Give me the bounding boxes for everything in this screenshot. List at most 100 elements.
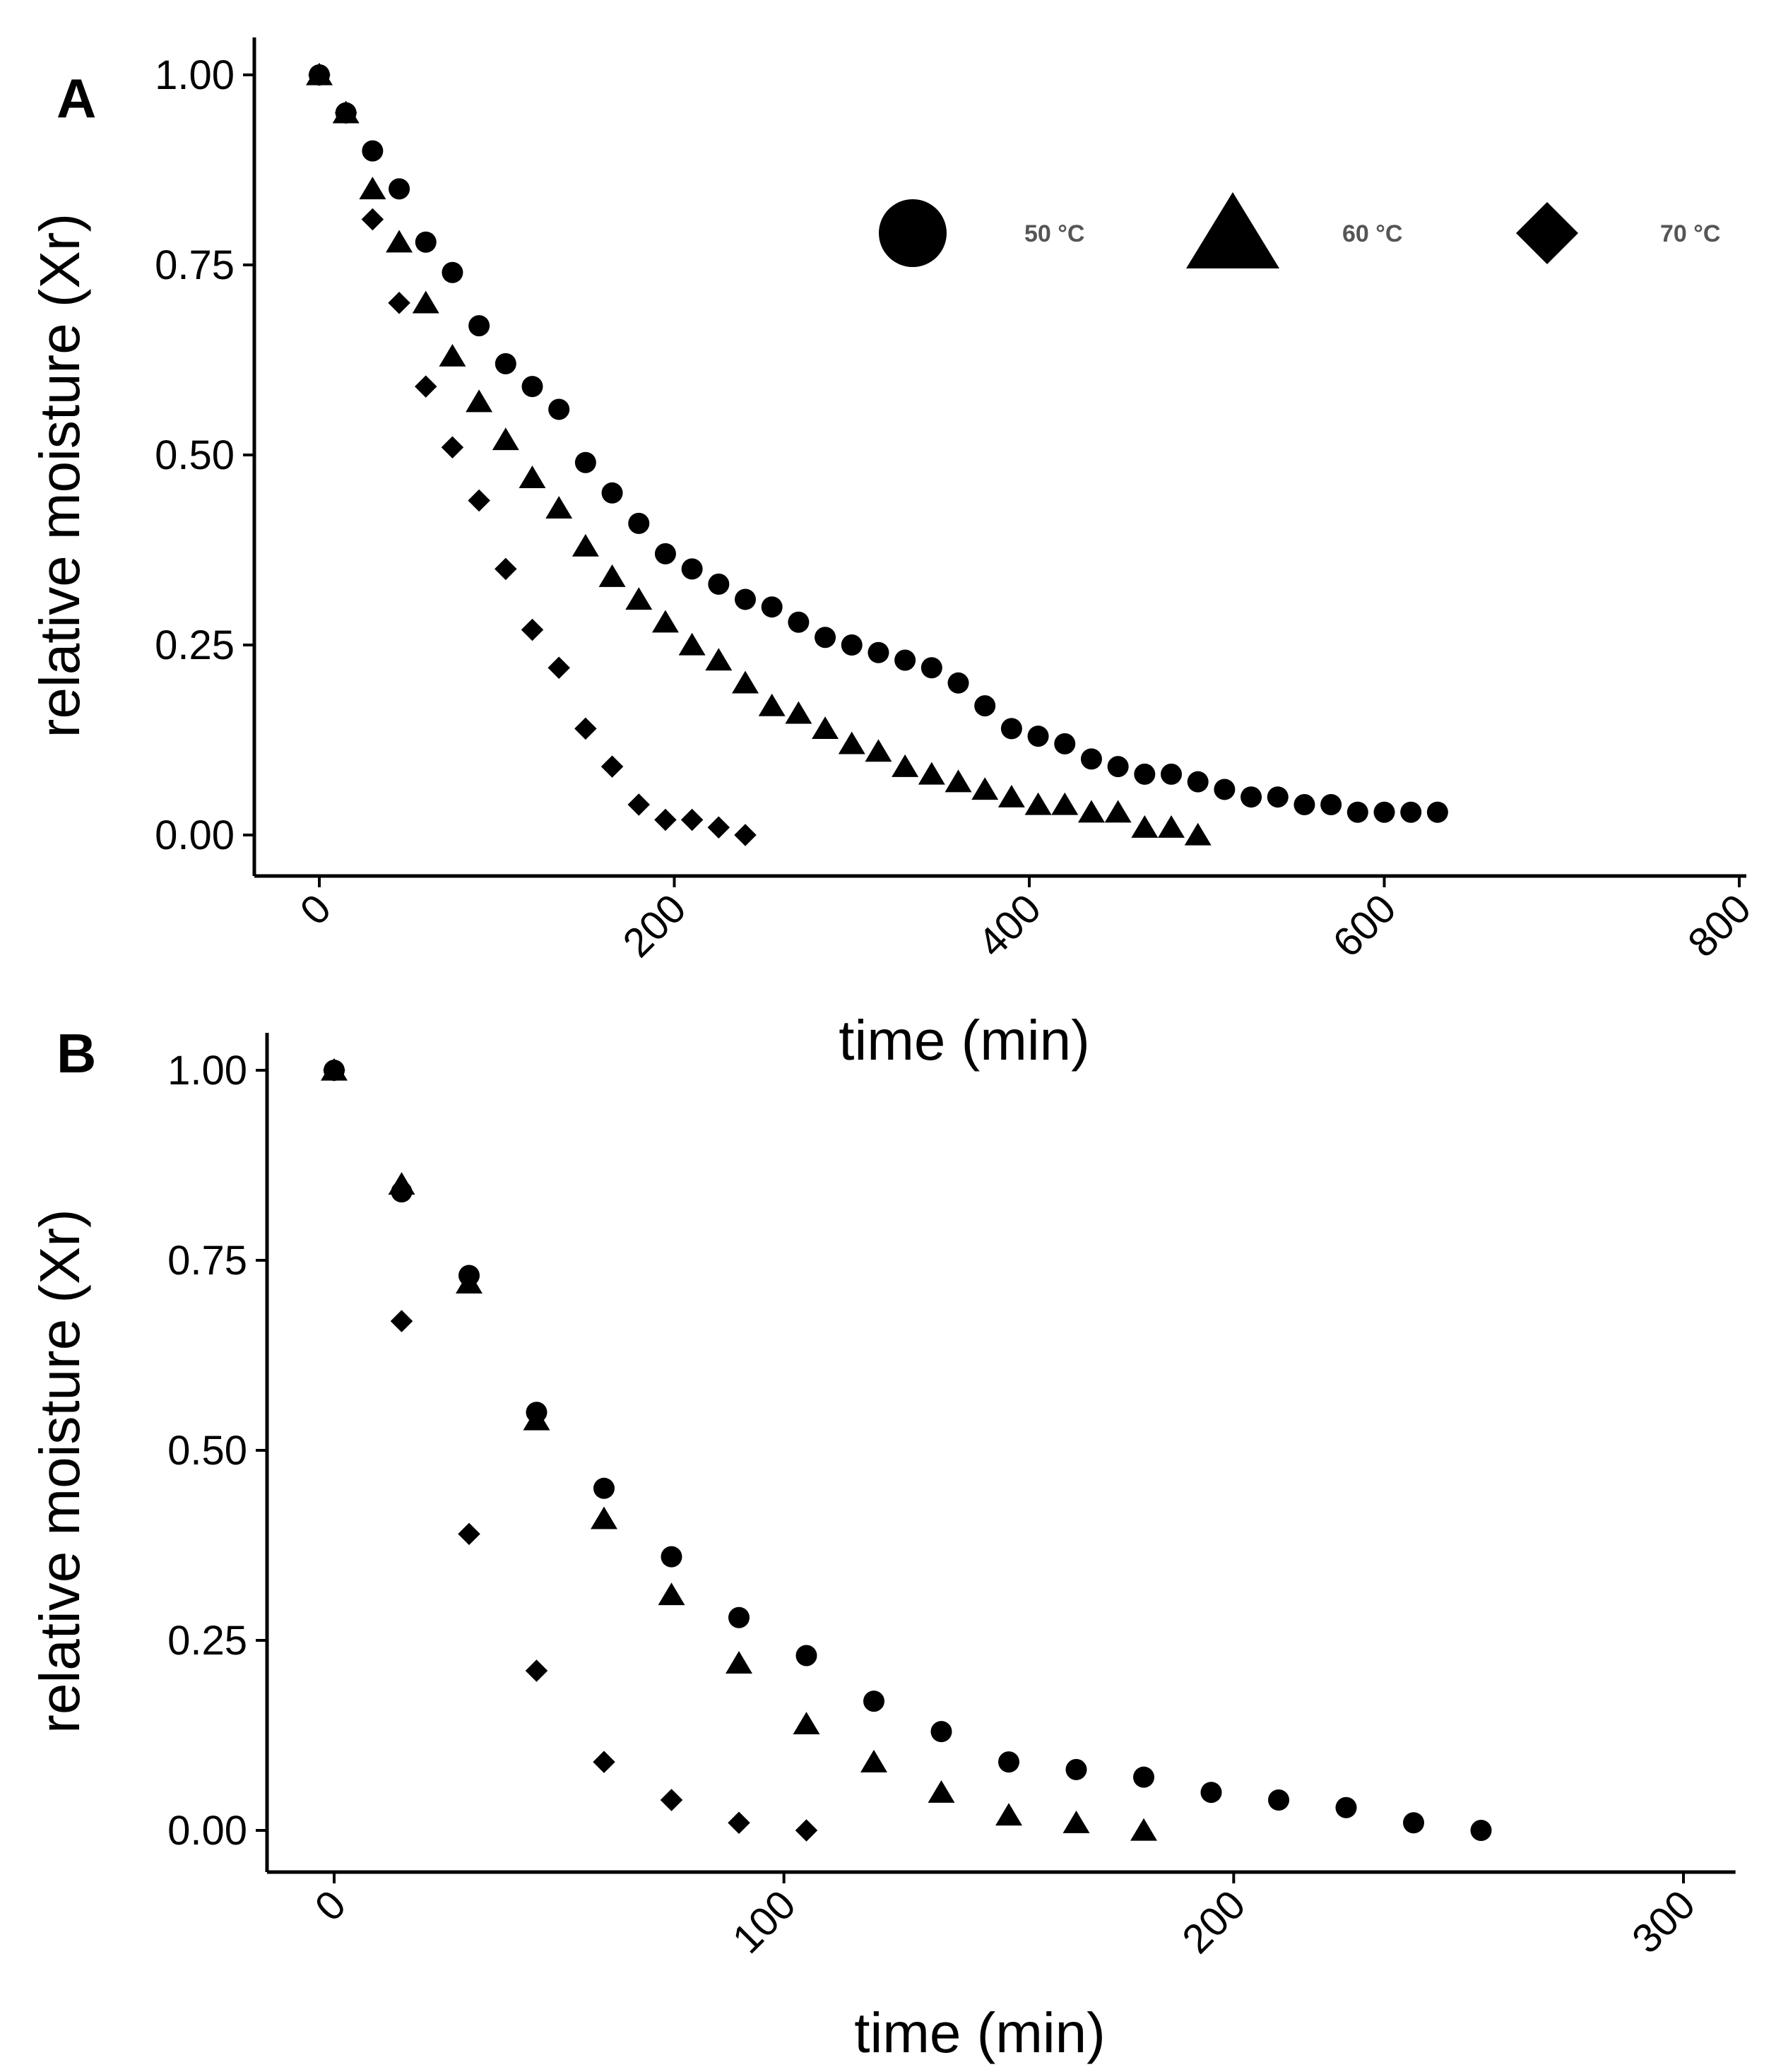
data-point-triangle (1051, 792, 1079, 815)
data-point-triangle (1184, 822, 1212, 846)
data-point-triangle (918, 762, 945, 785)
data-point-circle (442, 261, 463, 283)
data-point-circle (1267, 786, 1289, 808)
data-point-diamond (525, 1659, 548, 1682)
x-tick-label: 0 (291, 885, 340, 934)
data-point-circle (1426, 801, 1448, 823)
data-point-circle (495, 353, 516, 374)
data-point-circle (863, 1691, 884, 1712)
data-point-triangle (785, 701, 812, 724)
data-point-circle (1080, 748, 1102, 770)
data-point-circle (1470, 1820, 1492, 1841)
data-point-triangle (519, 466, 546, 488)
data-point-triangle (439, 343, 466, 367)
data-point-diamond (593, 1751, 615, 1773)
data-point-circle (1161, 763, 1182, 785)
legend-label: 50 °C (1024, 220, 1084, 247)
y-axis-title: relative moisture (Xr) (28, 1209, 91, 1733)
data-point-triangle (928, 1780, 955, 1803)
data-point-diamond (415, 375, 437, 398)
panel-b-chart: B 0.00 0.25 0.50 0.75 1.00 0 100 200 300 time (min… (28, 1022, 1736, 2064)
data-point-triangle (1104, 800, 1132, 823)
data-point-diamond (574, 717, 597, 740)
data-point-triangle (945, 769, 972, 793)
data-point-circle (1000, 718, 1022, 740)
data-point-diamond (468, 489, 490, 512)
data-point-circle (654, 543, 676, 564)
data-point-circle (868, 641, 889, 663)
data-point-diamond (521, 618, 544, 641)
data-point-triangle (997, 784, 1025, 807)
legend-label: 70 °C (1660, 220, 1720, 247)
y-tick-label: 0.00 (167, 1808, 247, 1854)
data-point-diamond (388, 292, 410, 314)
data-point-circle (1268, 1789, 1289, 1811)
x-tick-label: 600 (1324, 885, 1404, 966)
y-tick-label: 0.00 (155, 812, 235, 858)
data-point-diamond (627, 793, 650, 816)
data-point-diamond (458, 1522, 480, 1546)
data-point-triangle (545, 496, 573, 519)
data-point-circle (795, 1645, 817, 1667)
x-tick-label: 0 (306, 1881, 355, 1930)
data-point-circle (1027, 726, 1049, 747)
data-point-circle (521, 376, 543, 398)
data-point-circle (1241, 786, 1262, 808)
data-point-circle (947, 672, 969, 694)
y-tick-label: 0.50 (155, 432, 235, 478)
series-triangle (321, 1058, 1157, 1841)
data-point-triangle (1131, 815, 1159, 838)
data-point-triangle (838, 731, 865, 754)
data-point-triangle (625, 587, 653, 610)
data-point-circle (362, 140, 384, 162)
data-point-circle (593, 1477, 615, 1499)
y-tick-label: 0.50 (167, 1428, 247, 1474)
data-point-triangle (860, 1749, 887, 1772)
data-point-circle (930, 1721, 952, 1743)
panel-a-chart: A 0.00 0.25 0.50 0.75 1.00 0 200 400 600 800 time (… (28, 37, 1760, 1072)
data-point-circle (998, 1751, 1019, 1773)
legend-diamond-icon (1516, 202, 1578, 264)
data-point-circle (708, 573, 730, 595)
x-tick-label: 200 (614, 885, 694, 966)
y-tick-label: 0.25 (155, 622, 235, 668)
y-tick-label: 0.25 (167, 1618, 247, 1664)
data-point-triangle (388, 1172, 415, 1195)
legend-triangle-icon (1186, 192, 1279, 268)
data-point-triangle (1130, 1818, 1157, 1841)
data-point-triangle (572, 533, 599, 557)
data-point-triangle (466, 389, 493, 413)
panel-letter: B (57, 1022, 96, 1084)
data-point-triangle (732, 670, 759, 694)
data-point-circle (661, 1546, 682, 1568)
data-point-triangle (793, 1712, 820, 1735)
data-point-circle (1133, 1766, 1154, 1788)
data-point-circle (415, 231, 437, 253)
data-point-circle (1065, 1758, 1087, 1780)
data-point-triangle (658, 1582, 685, 1606)
series-circle (324, 1060, 1492, 1841)
data-point-circle (894, 649, 916, 671)
data-point-triangle (1158, 815, 1185, 838)
data-point-diamond (495, 557, 517, 581)
data-point-triangle (456, 1271, 483, 1293)
data-point-diamond (734, 824, 757, 846)
data-point-triangle (892, 754, 919, 777)
data-point-circle (1293, 793, 1315, 815)
data-point-circle (389, 178, 410, 200)
legend: 50 °C 60 °C 70 °C (879, 192, 1720, 268)
data-point-triangle (865, 739, 892, 762)
data-point-circle (1187, 771, 1209, 793)
data-point-triangle (412, 290, 439, 314)
data-point-circle (1054, 733, 1076, 754)
legend-label: 60 °C (1342, 220, 1402, 247)
x-tick-label: 300 (1623, 1881, 1704, 1962)
data-point-triangle (359, 177, 386, 200)
x-tick-label: 200 (1173, 1881, 1254, 1962)
y-tick-label: 0.75 (167, 1238, 247, 1284)
x-axis-title: time (min) (839, 1009, 1090, 1072)
data-point-triangle (812, 716, 839, 740)
data-point-triangle (492, 427, 519, 451)
data-point-circle (788, 611, 810, 633)
